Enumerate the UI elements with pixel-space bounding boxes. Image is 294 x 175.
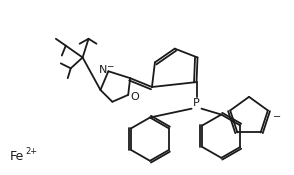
Text: −: − bbox=[273, 111, 281, 121]
Text: 2+: 2+ bbox=[25, 148, 37, 156]
Text: P: P bbox=[193, 98, 200, 108]
Text: N: N bbox=[99, 65, 108, 75]
Text: Fe: Fe bbox=[9, 150, 24, 163]
Text: −: − bbox=[106, 61, 113, 70]
Text: O: O bbox=[131, 92, 139, 102]
